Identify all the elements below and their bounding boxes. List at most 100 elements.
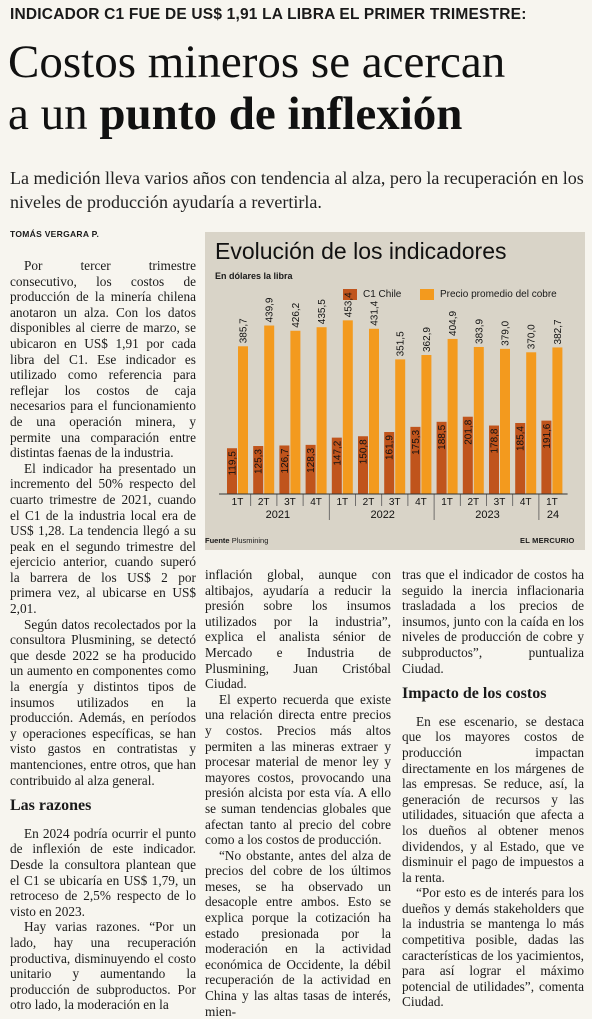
value-label-c1: 175,3 bbox=[411, 429, 422, 454]
paragraph: Hay varias razones. “Por un lado, hay un… bbox=[10, 919, 196, 1013]
column-2: inflación global, aunque con altibajos, … bbox=[205, 567, 391, 1019]
subheading-razones: Las razones bbox=[10, 797, 92, 815]
paragraph: En 2024 podría ocurrir el punto de infle… bbox=[10, 825, 196, 919]
legend-label-copper: Precio promedio del cobre bbox=[440, 289, 557, 300]
bar-copper bbox=[473, 346, 484, 494]
category-tick-label: 1T bbox=[336, 497, 348, 508]
bar-c1 bbox=[358, 436, 368, 494]
brand: EL MERCURIO bbox=[520, 536, 575, 545]
bar-copper bbox=[500, 348, 510, 494]
paragraph: Por tercer trimestre consecutivo, los co… bbox=[10, 258, 196, 461]
subheading-impacto: Impacto de los costos bbox=[402, 685, 547, 703]
value-label-copper: 439,9 bbox=[265, 297, 276, 322]
bar-copper bbox=[316, 327, 327, 494]
value-label-c1: 178,8 bbox=[490, 428, 501, 453]
bar-copper bbox=[369, 328, 379, 494]
bar-c1 bbox=[515, 422, 526, 494]
bar-c1 bbox=[384, 431, 395, 494]
bar-c1 bbox=[489, 425, 499, 494]
bar-copper bbox=[526, 352, 537, 494]
category-tick-label: 4T bbox=[310, 497, 322, 508]
category-tick-label: 2T bbox=[363, 497, 375, 508]
paragraph: tras que el indicador de costos ha segui… bbox=[402, 567, 584, 676]
chart-subtitle: En dólares la libra bbox=[215, 271, 293, 281]
bar-c1 bbox=[331, 437, 342, 494]
bar-c1 bbox=[253, 446, 264, 494]
value-label-copper: 351,5 bbox=[396, 331, 407, 356]
source-name: Plusmining bbox=[231, 536, 269, 545]
chart: Evolución de los indicadores En dólares … bbox=[205, 232, 585, 550]
value-label-c1: 119,5 bbox=[228, 451, 239, 476]
legend-copper: Precio promedio del cobre bbox=[420, 289, 557, 300]
category-tick-label: 1T bbox=[232, 497, 244, 508]
category-tick-label: 4T bbox=[415, 497, 427, 508]
bar-c1 bbox=[410, 426, 421, 494]
year-label: 2022 bbox=[370, 509, 394, 521]
bar-c1 bbox=[305, 444, 316, 494]
category-tick-label: 3T bbox=[494, 497, 506, 508]
bar-copper bbox=[421, 355, 432, 494]
category-tick-label: 4T bbox=[520, 497, 532, 508]
value-label-copper: 385,7 bbox=[239, 318, 250, 343]
category-tick-label: 1T bbox=[546, 497, 558, 508]
bar-copper bbox=[395, 359, 406, 494]
byline: TOMÁS VERGARA P. bbox=[10, 229, 100, 239]
value-label-c1: 128,3 bbox=[306, 447, 317, 472]
paragraph: El indicador ha presentado un incremento… bbox=[10, 460, 196, 617]
value-label-copper: 379,0 bbox=[501, 320, 512, 345]
bar-c1 bbox=[279, 445, 290, 494]
column-1: Por tercer trimestre consecutivo, los co… bbox=[10, 258, 196, 1013]
headline-line-2-light: a un bbox=[8, 88, 100, 140]
headline-line-2: a un punto de inflexión bbox=[8, 88, 588, 140]
value-label-c1: 188,5 bbox=[437, 424, 448, 449]
source-label: Fuente bbox=[205, 536, 230, 545]
value-label-c1: 150,8 bbox=[359, 439, 370, 464]
kicker: INDICADOR C1 FUE DE US$ 1,91 LA LIBRA EL… bbox=[10, 6, 527, 23]
value-label-c1: 126,7 bbox=[280, 448, 291, 473]
bar-c1 bbox=[227, 448, 237, 494]
bar-copper bbox=[238, 346, 248, 494]
bar-copper bbox=[264, 325, 275, 494]
paragraph: inflación global, aunque con altibajos, … bbox=[205, 567, 391, 692]
value-label-c1: 191,6 bbox=[542, 423, 553, 448]
value-label-c1: 185,4 bbox=[516, 426, 527, 451]
category-tick-label: 3T bbox=[284, 497, 296, 508]
paragraph: El experto recuerda que existe una relac… bbox=[205, 691, 391, 848]
year-label: 24 bbox=[547, 509, 559, 521]
legend-swatch-c1 bbox=[343, 289, 357, 300]
headline-line-2-bold: punto de inflexión bbox=[99, 88, 463, 140]
legend-c1: C1 Chile bbox=[343, 289, 401, 300]
bar-copper bbox=[342, 320, 353, 494]
bar-c1 bbox=[541, 420, 552, 494]
bar-copper bbox=[447, 338, 458, 494]
bar-copper bbox=[290, 330, 301, 494]
chart-title: Evolución de los indicadores bbox=[215, 238, 507, 264]
value-label-copper: 362,9 bbox=[422, 327, 433, 352]
category-tick-label: 2T bbox=[258, 497, 270, 508]
paragraph: Según datos recolectados por la consulto… bbox=[10, 616, 196, 788]
headline: Costos mineros se acercan a un punto de … bbox=[8, 36, 588, 140]
value-label-copper: 426,2 bbox=[291, 302, 302, 327]
value-label-c1: 161,9 bbox=[385, 435, 396, 460]
bar-c1 bbox=[462, 416, 473, 494]
chart-source: Fuente Plusmining bbox=[205, 536, 268, 545]
category-tick-label: 3T bbox=[389, 497, 401, 508]
deck: La medición lleva varios años con tenden… bbox=[10, 168, 584, 212]
chart-plot: 119,5 385,7 1T 125,3 439,9 2T 126,7 426,2 3T 128,… bbox=[219, 292, 568, 521]
bar-copper bbox=[552, 347, 563, 494]
value-label-copper: 382,7 bbox=[553, 319, 564, 344]
year-label: 2021 bbox=[266, 509, 290, 521]
value-label-copper: 431,4 bbox=[370, 300, 381, 325]
category-tick-label: 2T bbox=[467, 497, 479, 508]
value-label-copper: 370,0 bbox=[527, 324, 538, 349]
value-label-c1: 201,8 bbox=[463, 419, 474, 444]
paragraph: “No obstante, antes del alza de precios … bbox=[205, 847, 391, 1019]
paragraph: En ese escenario, se destaca que los may… bbox=[402, 713, 584, 885]
legend-label-c1: C1 Chile bbox=[363, 289, 402, 300]
year-label: 2023 bbox=[475, 509, 499, 521]
headline-line-1: Costos mineros se acercan bbox=[8, 36, 506, 88]
column-3: tras que el indicador de costos ha segui… bbox=[402, 567, 584, 1010]
legend-swatch-copper bbox=[420, 289, 434, 300]
bar-c1 bbox=[436, 421, 447, 494]
value-label-copper: 404,9 bbox=[448, 310, 459, 335]
